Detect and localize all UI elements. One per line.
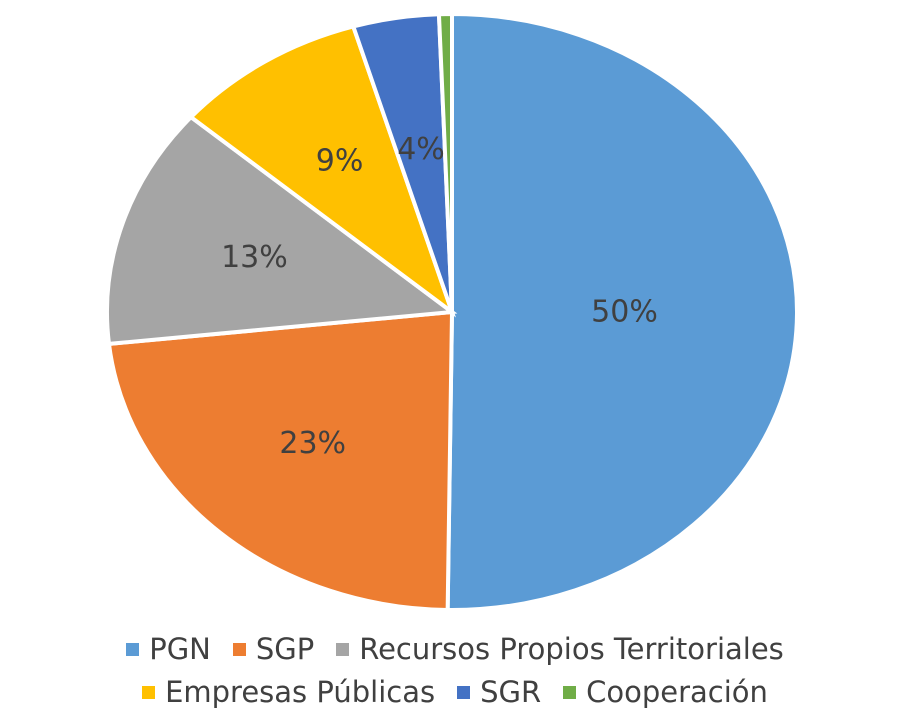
legend-label: PGN [149, 632, 211, 666]
legend-label: SGP [255, 632, 315, 666]
legend-item: Recursos Propios Territoriales [336, 632, 784, 666]
legend-swatch [142, 685, 156, 699]
legend-item: Cooperación [563, 675, 768, 709]
pie-slice [106, 309, 455, 612]
data-label: 23% [279, 426, 346, 461]
legend-swatch [457, 685, 471, 699]
legend-label: Cooperación [586, 675, 768, 709]
legend-swatch [126, 642, 140, 656]
legend-item: PGN [126, 632, 211, 666]
pie-slice [105, 114, 458, 347]
data-label: 4% [397, 132, 445, 167]
pie: 50% 23% 13% 9% 4% [105, 11, 799, 612]
legend-item: Empresas Públicas [142, 675, 435, 709]
legend-swatch [563, 685, 577, 699]
legend-swatch [232, 642, 246, 656]
legend-label: Recursos Propios Territoriales [359, 632, 784, 666]
data-label: 9% [316, 143, 364, 178]
legend-item: SGR [457, 675, 541, 709]
legend-item: SGP [232, 632, 315, 666]
legend-label: SGR [480, 675, 542, 709]
legend-label: Empresas Públicas [165, 675, 436, 709]
data-label: 13% [221, 240, 288, 275]
legend-row: PGN SGP Recursos Propios Territoriales [0, 632, 910, 666]
legend-swatch [336, 642, 350, 656]
pie-slice [436, 11, 454, 313]
pie-slice [187, 24, 457, 318]
data-label: 50% [591, 294, 658, 329]
pie-slice [445, 11, 799, 612]
legend-row: Empresas Públicas SGR Cooperación [0, 675, 910, 709]
